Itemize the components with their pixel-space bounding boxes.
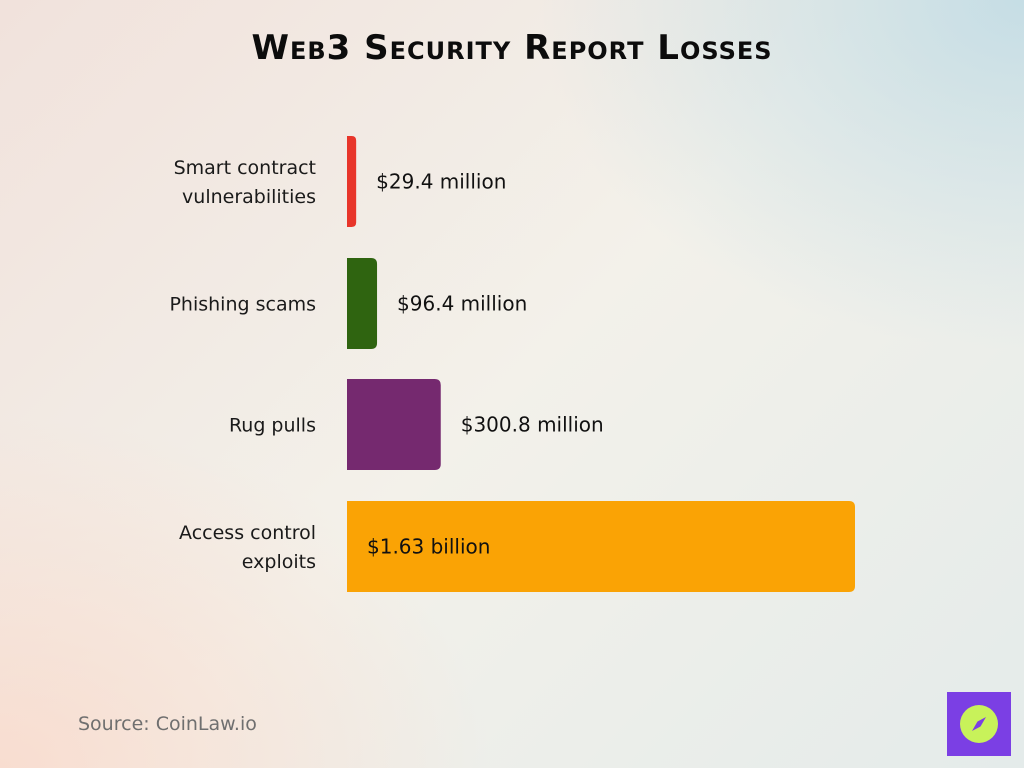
- category-label-line: Access control: [179, 522, 316, 544]
- source-note: Source: CoinLaw.io: [78, 713, 257, 735]
- data-label-0: $29.4 million: [376, 170, 506, 194]
- category-label-line: Rug pulls: [229, 415, 316, 437]
- brand-logo: [947, 692, 1011, 756]
- category-label-3: Access control exploits: [179, 522, 316, 573]
- bar-1: [347, 258, 378, 349]
- category-label-2: Rug pulls: [229, 415, 316, 437]
- data-label-3: $1.63 billion: [367, 535, 490, 559]
- category-label-line: exploits: [242, 551, 316, 573]
- bar-0: [347, 136, 357, 227]
- category-label-line: Smart contract: [174, 157, 316, 179]
- category-label-line: Phishing scams: [169, 294, 316, 316]
- bar-3: [347, 501, 855, 592]
- chart-title: Web3 Security Report Losses: [251, 28, 773, 68]
- data-label-1: $96.4 million: [397, 292, 527, 316]
- category-label-1: Phishing scams: [169, 294, 316, 316]
- category-label-line: vulnerabilities: [182, 186, 316, 208]
- compass-icon: [960, 705, 998, 743]
- data-label-2: $300.8 million: [461, 413, 604, 437]
- bar-2: [347, 379, 441, 470]
- category-label-0: Smart contract vulnerabilities: [174, 157, 316, 208]
